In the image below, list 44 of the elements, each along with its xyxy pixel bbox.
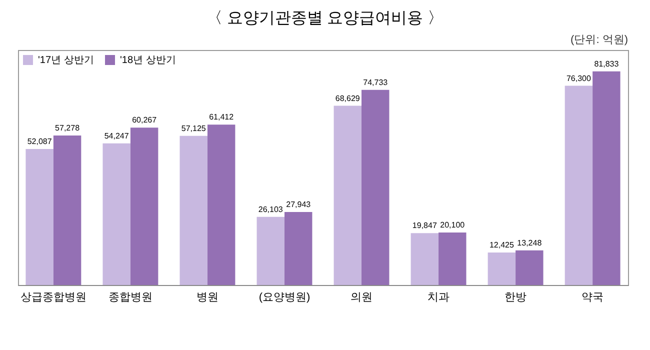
bar: [53, 135, 82, 285]
x-tick-label: 종합병원: [108, 292, 152, 304]
chart-title: 〈 요양기관종별 요양급여비용 〉: [205, 9, 445, 29]
data-label: 60,267: [132, 116, 158, 125]
bar: [362, 90, 390, 285]
bar: [516, 250, 544, 285]
data-label: 54,247: [104, 131, 130, 140]
x-tick-label: 약국: [582, 292, 604, 304]
bar: [410, 233, 439, 285]
data-label: 57,125: [181, 124, 206, 133]
x-tick-label: 병원: [196, 292, 218, 304]
x-tick-label: 상급종합병원: [20, 292, 86, 304]
data-label: 19,847: [412, 221, 438, 230]
bar: [256, 216, 284, 285]
bar: [564, 86, 593, 285]
x-tick-label: 의원: [350, 292, 373, 304]
data-label: 27,943: [286, 200, 312, 210]
bar: [488, 252, 516, 285]
bar: [102, 143, 130, 285]
bar: [130, 128, 158, 285]
data-label: 61,412: [209, 112, 234, 122]
data-label: 26,103: [258, 204, 284, 214]
bar: [180, 136, 208, 285]
bar: [207, 124, 236, 285]
data-label: 68,629: [335, 94, 360, 103]
data-label: 12,425: [489, 240, 514, 250]
data-label: 20,100: [440, 220, 466, 230]
data-label: 13,248: [517, 238, 542, 248]
bar: [284, 212, 312, 285]
text: (단위: 억원): [570, 33, 629, 48]
bar: [26, 148, 54, 285]
data-label: 81,833: [594, 59, 620, 68]
data-label: 74,733: [363, 78, 388, 87]
x-tick-label: (요양병원): [258, 292, 310, 304]
bar: [592, 71, 620, 285]
legend-label: '18년 상반기: [120, 55, 176, 66]
data-label: 52,087: [27, 136, 52, 146]
bar: [334, 106, 362, 285]
x-tick-label: 한방: [504, 292, 527, 304]
data-label: 57,278: [55, 123, 80, 132]
legend-label: '17년 상반기: [38, 55, 94, 66]
data-label: 76,300: [566, 74, 592, 83]
x-tick-label: 치과: [428, 292, 450, 304]
bar: [438, 232, 466, 285]
